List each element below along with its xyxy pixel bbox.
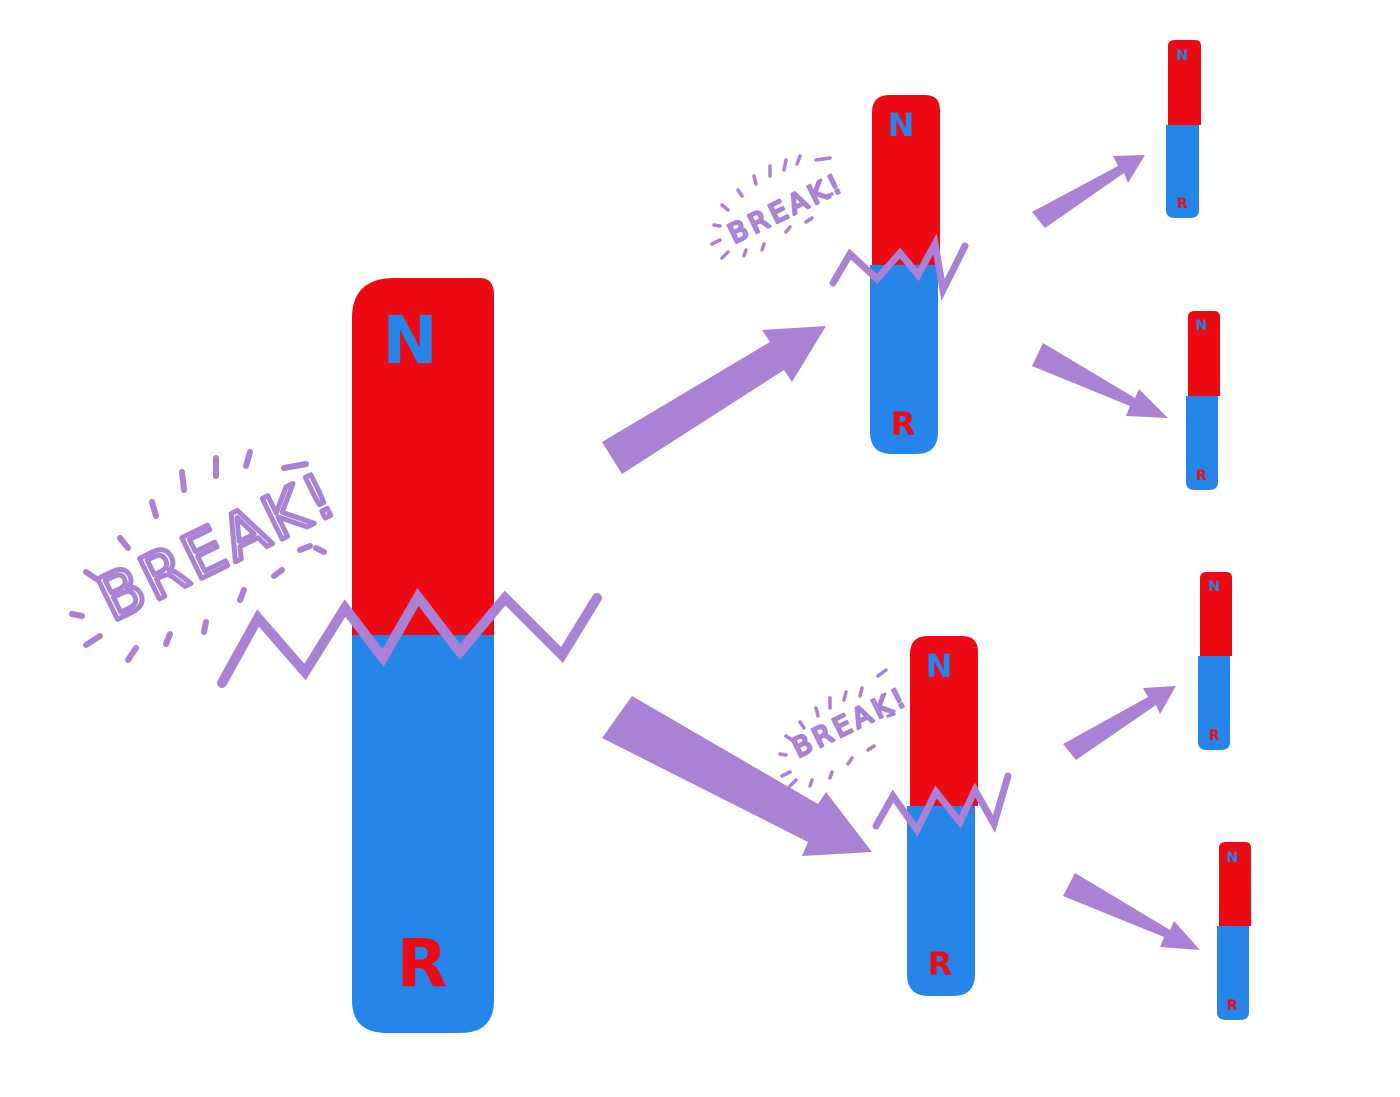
- mid-bottom-magnet-north-label: N: [926, 647, 953, 685]
- small-magnet-2-south-label: R: [1196, 468, 1207, 484]
- small-magnet-2-north-label: N: [1195, 318, 1207, 334]
- big-magnet-south-label: R: [397, 925, 448, 1002]
- arrow-to-small-1: [1032, 155, 1145, 228]
- small-magnet-4-north-half: [1219, 842, 1251, 926]
- mid-top-break-text: BREAK!: [723, 167, 849, 250]
- mid-bottom-break-text: BREAK!: [787, 681, 913, 764]
- mid-bottom-magnet: N R: [907, 636, 978, 996]
- mid-top-magnet-north-half: [872, 95, 940, 265]
- arrow-to-small-2: [1032, 343, 1168, 418]
- small-magnet-2: N R: [1186, 311, 1220, 490]
- small-magnet-1-north-half: [1168, 40, 1201, 125]
- small-magnet-3-south-label: R: [1209, 728, 1220, 744]
- small-magnet-3-north-label: N: [1208, 579, 1220, 595]
- small-magnet-1-north-label: N: [1176, 48, 1188, 64]
- mid-top-magnet-north-label: N: [888, 106, 915, 144]
- small-magnet-3-north-half: [1200, 572, 1232, 656]
- small-magnet-3-south-half: [1198, 656, 1230, 750]
- small-magnet-1-south-label: R: [1177, 196, 1188, 212]
- big-magnet: N R: [352, 278, 494, 1033]
- mid-bottom-magnet-south-half: [907, 806, 975, 996]
- small-magnet-3: N R: [1198, 572, 1232, 750]
- small-magnet-4-south-label: R: [1227, 998, 1238, 1014]
- small-magnet-1: N R: [1166, 40, 1201, 218]
- big-break-burst: [69, 449, 327, 663]
- small-magnet-4-north-label: N: [1226, 850, 1238, 866]
- arrow-to-small-4: [1063, 873, 1200, 950]
- mid-top-break-burst: [710, 154, 834, 260]
- arrow-to-mid-top: [602, 326, 826, 474]
- small-magnet-4: N R: [1217, 842, 1251, 1020]
- big-magnet-north-half: [352, 278, 494, 635]
- mid-top-magnet: N R: [870, 95, 940, 454]
- mid-top-break-line: [829, 233, 969, 302]
- big-break-line: [217, 587, 602, 688]
- mid-top-magnet-south-half: [870, 265, 938, 454]
- arrow-to-small-3: [1063, 686, 1176, 760]
- mid-bottom-magnet-north-half: [910, 636, 978, 806]
- arrow-to-mid-bottom: [602, 696, 872, 856]
- small-magnet-4-south-half: [1217, 926, 1249, 1020]
- mid-bottom-magnet-south-label: R: [928, 945, 953, 983]
- big-magnet-north-label: N: [382, 302, 437, 379]
- mid-bottom-break-burst: [778, 668, 896, 788]
- mid-bottom-break-line: [872, 772, 1012, 837]
- small-magnet-1-south-half: [1166, 125, 1199, 218]
- big-magnet-south-half: [352, 635, 494, 1033]
- mid-top-magnet-south-label: R: [891, 405, 916, 443]
- small-magnet-2-north-half: [1188, 311, 1220, 396]
- small-magnet-2-south-half: [1186, 396, 1218, 490]
